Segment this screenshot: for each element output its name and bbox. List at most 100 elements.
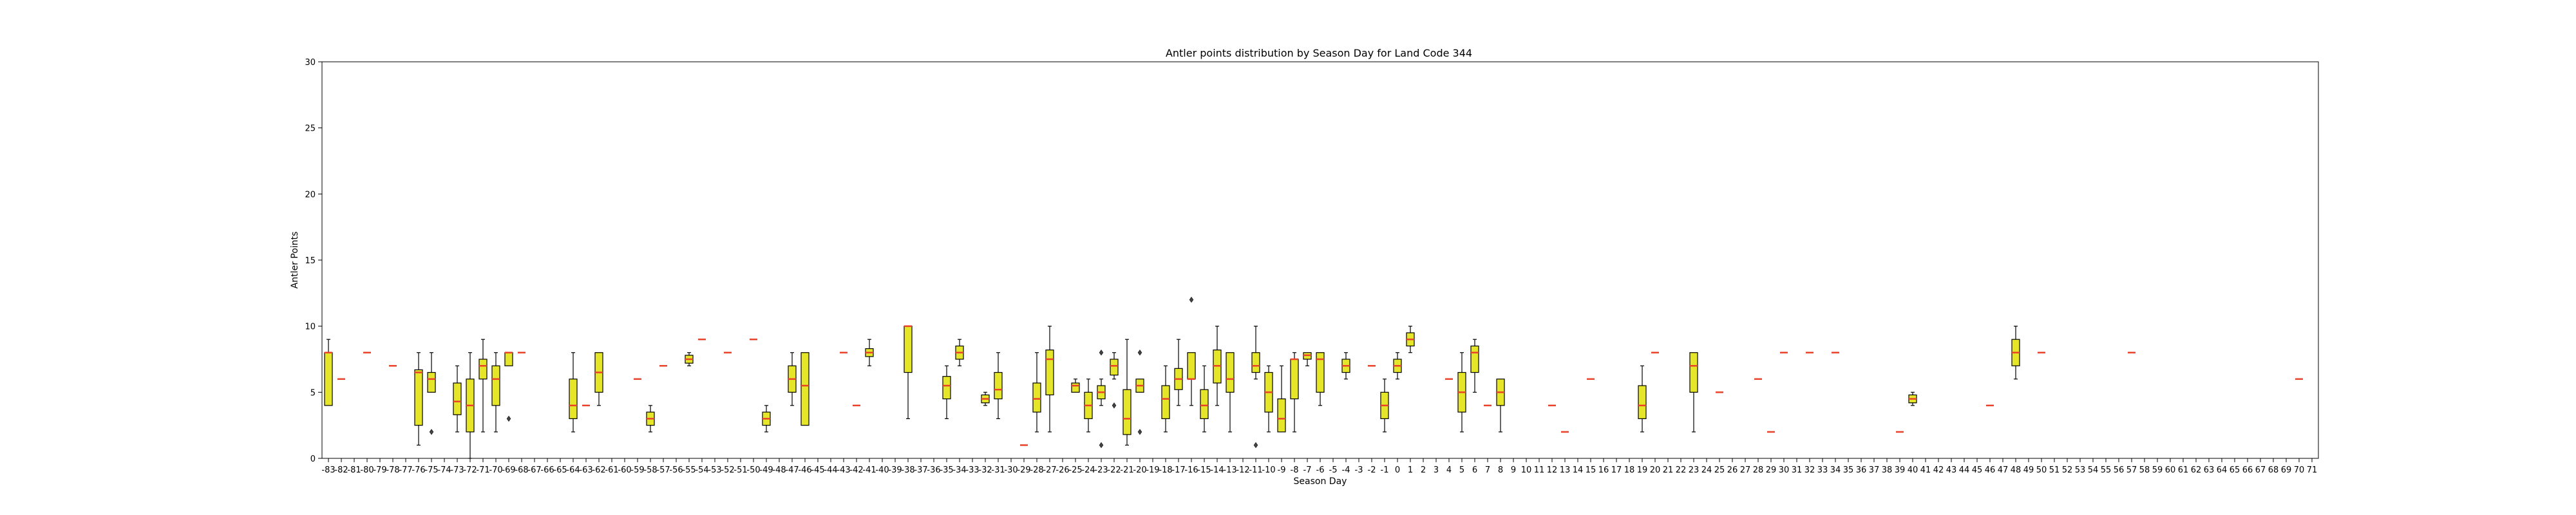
x-tick-label: -77 xyxy=(399,465,412,475)
x-tick-label: -16 xyxy=(1184,465,1198,475)
box-group xyxy=(453,365,462,433)
x-tick-label: 16 xyxy=(1598,465,1609,475)
x-tick-label: -51 xyxy=(734,465,747,475)
box xyxy=(1045,350,1054,396)
x-tick-label: -37 xyxy=(914,465,927,475)
x-tick-label: -40 xyxy=(875,465,889,475)
box-group xyxy=(1341,352,1350,380)
x-tick-label: 46 xyxy=(1985,465,1996,475)
x-tick-label: -52 xyxy=(721,465,734,475)
box-group xyxy=(865,339,874,366)
x-tick-label: -27 xyxy=(1043,465,1056,475)
x-tick-label: -83 xyxy=(321,465,335,475)
y-tick-label: 10 xyxy=(305,323,316,332)
box xyxy=(1316,352,1325,393)
box xyxy=(478,359,488,380)
box xyxy=(1251,352,1260,373)
box-group xyxy=(1213,326,1222,406)
x-tick-label: 2 xyxy=(1421,465,1426,475)
box-group xyxy=(1084,379,1093,433)
x-tick-label: -8 xyxy=(1291,465,1299,475)
x-tick-label: -6 xyxy=(1316,465,1325,475)
box-group xyxy=(942,365,951,420)
box-group xyxy=(1032,352,1041,433)
box xyxy=(569,379,578,419)
x-tick-label: -73 xyxy=(450,465,464,475)
box-group xyxy=(1264,365,1273,433)
box-group xyxy=(685,352,694,366)
box-group xyxy=(1135,350,1144,435)
box-group xyxy=(1457,352,1466,433)
x-tick-label: -82 xyxy=(334,465,348,475)
x-tick-label: -4 xyxy=(1342,465,1350,475)
outlier-marker xyxy=(1137,350,1142,356)
x-tick-label: 54 xyxy=(2088,465,2099,475)
outlier-marker xyxy=(1099,442,1104,449)
x-tick-label: 26 xyxy=(1727,465,1738,475)
x-tick-label: -75 xyxy=(424,465,438,475)
x-tick-label: -15 xyxy=(1197,465,1211,475)
box-group xyxy=(491,352,500,433)
chart-title: Antler points distribution by Season Day… xyxy=(1166,47,1472,59)
box xyxy=(414,369,423,426)
x-tick-label: 20 xyxy=(1650,465,1661,475)
x-tick-label: 31 xyxy=(1792,465,1803,475)
box-group xyxy=(955,339,964,366)
box-group xyxy=(324,339,333,406)
x-tick-label: -7 xyxy=(1303,465,1312,475)
x-tick-label: 39 xyxy=(1895,465,1906,475)
x-tick-label: -66 xyxy=(540,465,554,475)
x-tick-label: -19 xyxy=(1146,465,1159,475)
y-tick-label: 0 xyxy=(310,454,316,464)
box-group xyxy=(1200,365,1209,433)
x-tick-label: -18 xyxy=(1159,465,1172,475)
x-tick-label: -39 xyxy=(888,465,902,475)
box-group xyxy=(646,405,655,433)
x-tick-label: 32 xyxy=(1804,465,1815,475)
box xyxy=(1110,359,1119,376)
y-axis: 0 5 10 15 20 25 30 xyxy=(305,58,322,464)
x-tick-label: -81 xyxy=(347,465,361,475)
x-tick-label: -36 xyxy=(927,465,940,475)
x-tick-label: 4 xyxy=(1446,465,1452,475)
x-tick-label: 5 xyxy=(1459,465,1464,475)
box-group xyxy=(800,352,810,426)
x-tick-label: -67 xyxy=(527,465,541,475)
box-group xyxy=(1393,352,1402,380)
x-tick-label: 64 xyxy=(2217,465,2228,475)
box xyxy=(904,326,913,373)
y-tick-label: 20 xyxy=(305,190,316,200)
box xyxy=(504,352,513,366)
box-group xyxy=(414,352,423,446)
x-tick-label: -12 xyxy=(1236,465,1249,475)
box-group xyxy=(1045,326,1054,433)
x-tick-label: 68 xyxy=(2268,465,2279,475)
x-tick-label: 56 xyxy=(2114,465,2125,475)
x-tick-label: -62 xyxy=(592,465,605,475)
x-tick-label: 12 xyxy=(1547,465,1558,475)
x-tick-label: -76 xyxy=(412,465,425,475)
x-tick-label: 15 xyxy=(1586,465,1596,475)
y-tick-label: 5 xyxy=(310,388,316,398)
x-tick-label: 70 xyxy=(2294,465,2305,475)
x-tick-label: 24 xyxy=(1701,465,1712,475)
box-group xyxy=(1303,352,1312,366)
x-tick-label: -80 xyxy=(360,465,374,475)
x-tick-label: 17 xyxy=(1611,465,1622,475)
outlier-marker xyxy=(506,415,511,422)
x-tick-label: -45 xyxy=(811,465,824,475)
x-tick-label: -71 xyxy=(476,465,489,475)
x-tick-label: -17 xyxy=(1171,465,1185,475)
x-tick-label: 8 xyxy=(1498,465,1503,475)
x-tick-label: -10 xyxy=(1262,465,1275,475)
x-tick-label: -79 xyxy=(373,465,386,475)
x-tick-label: -38 xyxy=(901,465,914,475)
x-tick-label: -61 xyxy=(605,465,618,475)
outlier-marker xyxy=(1112,402,1117,409)
box-group xyxy=(1097,350,1106,449)
x-tick-label: -25 xyxy=(1068,465,1082,475)
x-tick-label: -56 xyxy=(669,465,683,475)
y-tick-label: 30 xyxy=(305,58,316,68)
box-group xyxy=(1187,296,1196,406)
x-tick-label: 18 xyxy=(1624,465,1635,475)
